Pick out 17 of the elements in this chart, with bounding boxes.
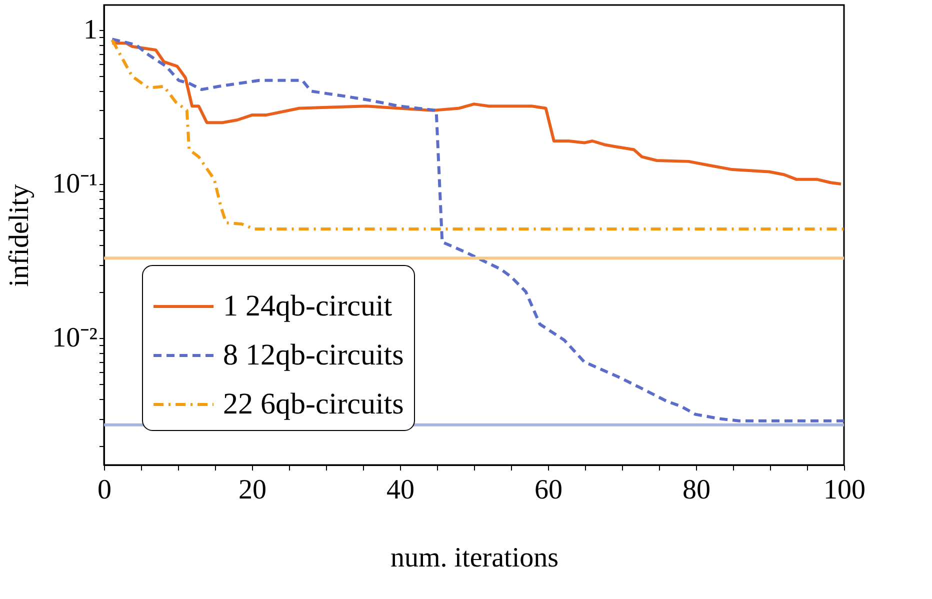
x-tick-label: 100	[824, 474, 866, 506]
x-tick-label: 40	[386, 474, 414, 506]
y-tick-label: 1	[84, 14, 98, 46]
legend-label: 8 12qb-circuits	[223, 338, 404, 372]
y-axis-title: infidelity	[4, 184, 36, 287]
legend-label: 22 6qb-circuits	[223, 388, 404, 420]
y-tick-label: 10⁻¹	[52, 168, 98, 200]
y-tick-label: 10⁻²	[52, 322, 98, 354]
line-series	[110, 38, 844, 231]
legend-label: 1 24qb-circuit	[223, 290, 393, 322]
x-tick-label: 20	[238, 474, 266, 506]
x-axis-title: num. iterations	[390, 542, 558, 574]
line-series	[110, 42, 843, 186]
x-tick-label: 60	[534, 474, 562, 506]
line-series	[110, 38, 844, 422]
x-tick-label: 0	[98, 474, 112, 506]
x-tick-label: 80	[682, 474, 710, 506]
